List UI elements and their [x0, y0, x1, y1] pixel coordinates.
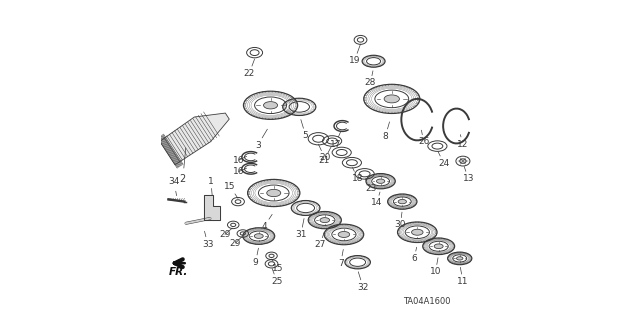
Ellipse shape	[384, 95, 399, 103]
Text: 32: 32	[357, 272, 369, 292]
Text: 31: 31	[295, 219, 307, 239]
Text: 27: 27	[314, 232, 326, 249]
Text: 14: 14	[371, 192, 383, 207]
Text: 29: 29	[220, 228, 232, 239]
Polygon shape	[160, 113, 229, 165]
Text: 26: 26	[418, 130, 429, 146]
Ellipse shape	[434, 244, 443, 249]
Ellipse shape	[264, 102, 278, 109]
Text: 8: 8	[383, 122, 390, 141]
Text: 20: 20	[319, 144, 330, 162]
Ellipse shape	[456, 257, 463, 260]
Text: 17: 17	[330, 131, 341, 149]
Text: 11: 11	[457, 267, 468, 286]
Text: 6: 6	[412, 247, 417, 263]
Text: 22: 22	[244, 59, 255, 78]
Text: 19: 19	[349, 44, 360, 65]
Text: 7: 7	[338, 249, 344, 268]
Text: 25: 25	[271, 269, 283, 286]
Ellipse shape	[267, 189, 281, 197]
Text: 18: 18	[352, 167, 364, 183]
Text: 33: 33	[202, 231, 214, 249]
Text: 12: 12	[457, 135, 468, 149]
Text: 21: 21	[319, 147, 331, 165]
Text: 3: 3	[255, 129, 268, 150]
Ellipse shape	[338, 232, 349, 237]
Ellipse shape	[398, 199, 406, 204]
Text: 24: 24	[438, 152, 449, 168]
Text: 34: 34	[168, 177, 180, 196]
Text: 15: 15	[271, 259, 284, 273]
Text: 1: 1	[208, 177, 214, 195]
Text: 28: 28	[365, 71, 376, 87]
Ellipse shape	[254, 234, 263, 238]
Text: 5: 5	[301, 120, 308, 140]
Text: 30: 30	[395, 212, 406, 229]
Ellipse shape	[376, 179, 385, 183]
Text: 9: 9	[253, 248, 259, 267]
Text: FR.: FR.	[168, 267, 188, 277]
Text: 15: 15	[224, 182, 238, 198]
Ellipse shape	[412, 229, 423, 235]
Text: 16: 16	[233, 156, 246, 165]
Polygon shape	[204, 195, 220, 220]
Ellipse shape	[320, 218, 330, 223]
Text: 16: 16	[233, 167, 246, 176]
Text: 29: 29	[230, 237, 242, 248]
Text: 4: 4	[261, 214, 272, 231]
Text: TA04A1600: TA04A1600	[403, 297, 451, 306]
Text: 10: 10	[429, 258, 441, 276]
Text: 2: 2	[180, 148, 186, 184]
Text: 13: 13	[463, 167, 474, 183]
Text: 23: 23	[365, 179, 377, 193]
